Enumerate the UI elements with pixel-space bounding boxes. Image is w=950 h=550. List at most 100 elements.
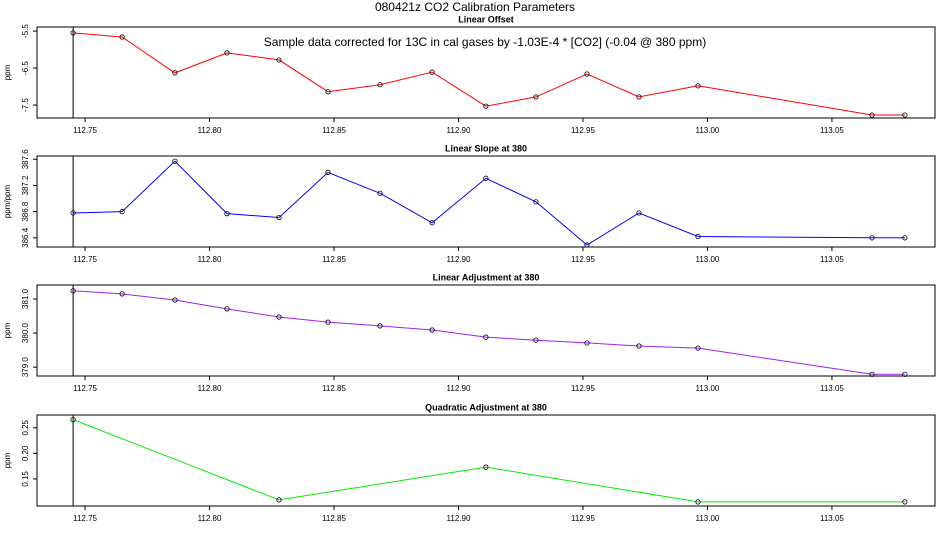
point [429,220,435,226]
point [119,34,125,40]
x-tick-label: 112.75 [73,255,97,264]
x-tick-label: 112.95 [571,255,595,264]
point [902,371,908,377]
point [325,89,331,95]
x-tick-label: 112.90 [447,255,471,264]
point [224,50,230,56]
series-line [73,290,905,375]
x-tick-label: 112.80 [198,384,222,393]
point [584,242,590,248]
series-line [72,419,905,503]
y-tick-label: 386.4 [21,227,30,248]
point [636,94,642,100]
point [636,343,642,349]
x-tick-label: 112.85 [322,126,346,135]
point [276,314,282,320]
x-tick-label: 112.95 [571,384,595,393]
point [533,94,539,100]
y-tick-label: 387.2 [21,175,30,196]
point [695,83,701,89]
point [902,235,908,241]
plot-frame [36,284,936,377]
x-tick-label: 113.05 [820,514,844,523]
x-tick-label: 112.90 [447,126,471,135]
x-tick-label: 113.00 [696,384,720,393]
point [584,71,590,77]
x-tick-label: 112.95 [571,514,595,523]
x-tick-label: 112.80 [198,126,222,135]
figure-title: 080421z CO2 Calibration Parameters [375,0,575,14]
y-axis-label: ppm [3,322,12,338]
point [483,334,489,340]
point [483,464,489,470]
y-tick-label: 381.0 [21,288,30,309]
panel-title: Quadratic Adjustment at 380 [425,402,547,412]
point [119,209,125,215]
x-tick-label: 112.85 [322,514,346,523]
series-line [73,32,905,116]
x-tick-label: 112.90 [447,514,471,523]
x-tick-label: 112.80 [198,255,222,264]
y-tick-label: 387.6 [21,149,30,170]
x-tick-label: 113.00 [696,126,720,135]
x-tick-label: 112.85 [322,384,346,393]
point [869,371,875,377]
point [483,103,489,109]
y-tick-label: 0.20 [21,445,30,461]
y-axis-label: ppm [3,452,12,468]
point [869,112,875,118]
panel-title: Linear Adjustment at 380 [433,272,540,282]
x-tick-label: 112.85 [322,255,346,264]
point [429,69,435,75]
point [377,82,383,88]
point [172,158,178,164]
point [695,499,701,505]
point [119,291,125,297]
plot-frame [36,155,936,248]
point [224,211,230,217]
y-tick-label: 379.0 [21,357,30,378]
x-tick-label: 112.75 [73,126,97,135]
point [636,210,642,216]
point [533,199,539,205]
y-tick-label: 0.15 [21,471,30,487]
x-tick-label: 113.05 [820,384,844,393]
point [224,306,230,312]
y-tick-label: -7.5 [21,98,30,112]
point [483,175,489,181]
point [902,499,908,505]
x-tick-label: 112.75 [73,384,97,393]
plot-frame [36,26,936,119]
point [869,235,875,241]
y-tick-label: -6.5 [21,61,30,75]
y-tick-label: -5.5 [21,24,30,38]
point [276,214,282,221]
y-axis-label: ppm [3,64,12,80]
point [377,323,383,329]
point [70,417,76,423]
x-tick-label: 112.80 [198,514,222,523]
point [533,337,539,343]
point [276,497,282,503]
point [172,70,178,76]
point [325,169,331,175]
point [695,345,701,351]
point [429,327,435,333]
panel-title: Linear Offset [458,14,514,24]
point [325,319,331,325]
x-tick-label: 112.90 [447,384,471,393]
y-axis-label: ppm/ppm [3,184,12,218]
point [70,210,76,216]
series-line [73,160,905,246]
panel-title: Linear Slope at 380 [445,143,527,153]
plot-frame [36,414,936,507]
y-tick-label: 386.8 [21,201,30,222]
point [276,57,282,63]
point [70,288,76,294]
x-tick-label: 112.75 [73,514,97,523]
point [172,297,178,303]
annotation: Sample data corrected for 13C in cal gas… [264,35,706,49]
point [695,233,701,240]
x-tick-label: 113.00 [696,514,720,523]
